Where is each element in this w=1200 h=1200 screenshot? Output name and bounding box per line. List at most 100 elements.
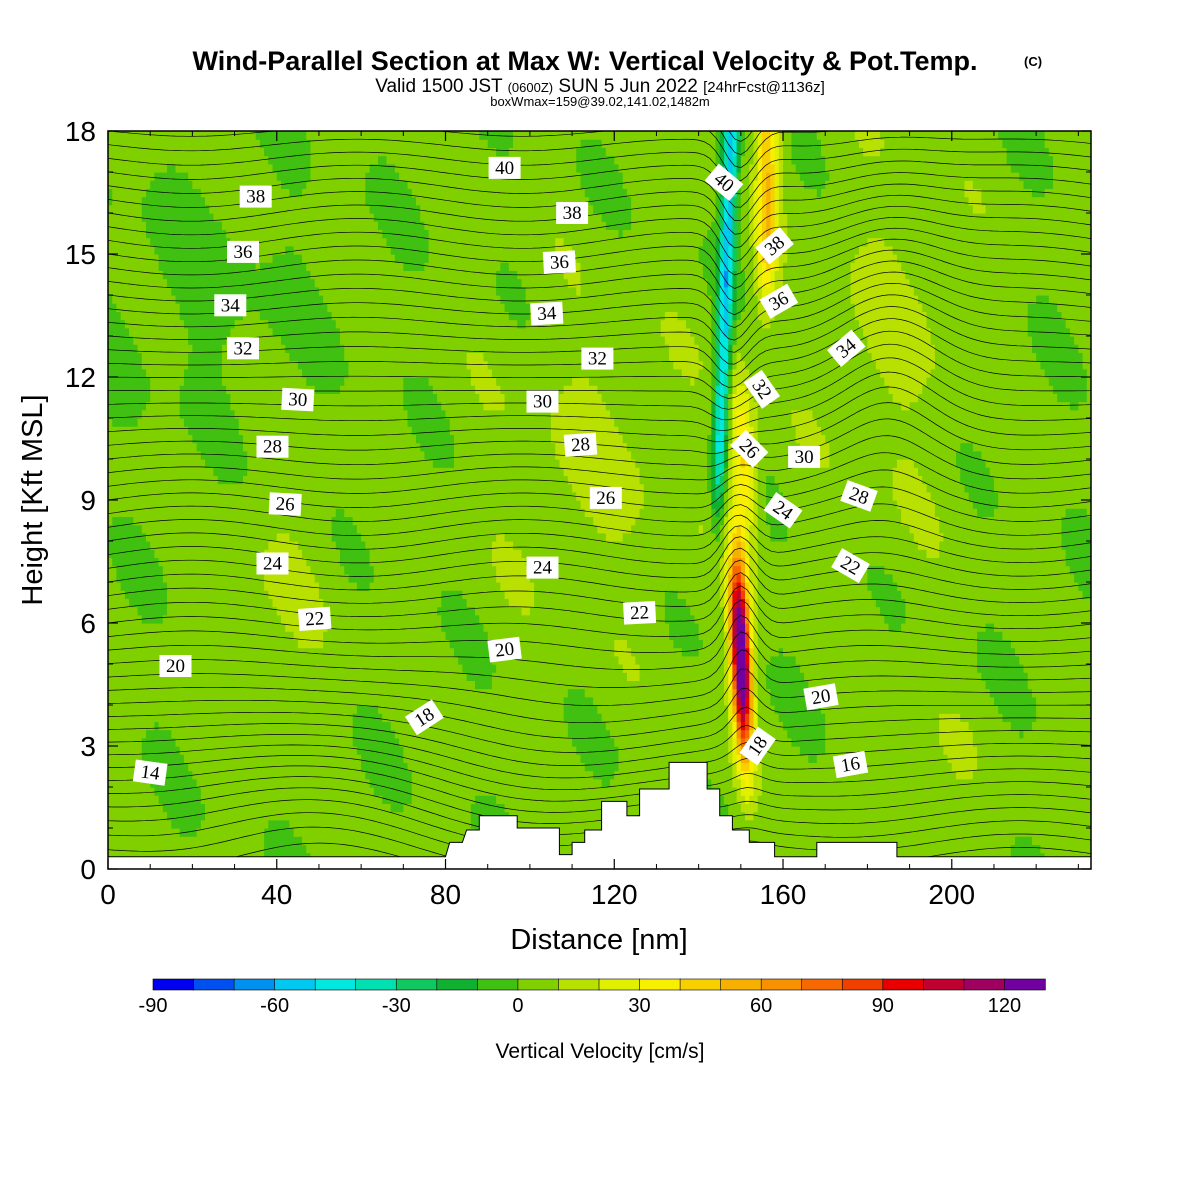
velocity-cell [711,368,717,378]
velocity-cell [736,664,746,673]
velocity-cell [323,639,451,649]
velocity-cell [728,672,733,681]
velocity-cell [597,385,712,394]
velocity-cell [673,360,704,370]
velocity-cell [977,647,1016,657]
velocity-cell [108,582,122,591]
velocity-cell [753,475,759,485]
velocity-cell [922,303,1029,312]
velocity-cell [723,270,729,280]
contour-label-text: 20 [810,685,832,709]
velocity-cell [753,213,759,222]
velocity-cell [905,614,1091,624]
velocity-cell [728,639,733,649]
velocity-cell [158,721,354,731]
velocity-cell [761,180,767,189]
velocity-cell [327,614,442,624]
velocity-cell [593,516,636,526]
velocity-cell [757,500,767,509]
velocity-cell [403,385,434,394]
velocity-cell [753,204,759,214]
velocity-cell [745,664,750,673]
velocity-cell [736,655,746,665]
velocity-cell [867,237,885,247]
velocity-cell [496,377,573,386]
velocity-cell [639,508,712,517]
velocity-cell [757,180,763,189]
velocity-cell [188,172,278,181]
velocity-cell [513,541,725,550]
velocity-cell [108,500,582,509]
velocity-cell [719,262,725,271]
velocity-cell [238,418,409,427]
velocity-cell [728,155,733,165]
velocity-cell [766,262,771,271]
velocity-cell [901,516,940,526]
velocity-cell [749,500,755,509]
velocity-cell [559,393,603,403]
contour-label-text: 26 [275,494,295,516]
velocity-cell [732,819,1091,829]
velocity-cell [728,196,733,206]
velocity-cell [757,524,771,534]
velocity-cell [732,631,738,640]
velocity-cell [108,639,299,649]
velocity-cell [108,754,143,763]
velocity-cell [183,418,240,427]
colorbar-swatch [395,978,438,991]
colorbar-tick-label: 0 [512,995,523,1017]
velocity-cell [555,237,565,247]
velocity-cell [403,377,430,386]
velocity-cell [774,475,894,485]
velocity-cell [108,385,151,394]
velocity-cell [757,606,881,616]
colorbar-tick-label: 120 [988,995,1021,1017]
velocity-cell [740,541,746,550]
velocity-cell [711,491,717,501]
contour-label: 20 [803,683,839,711]
contour-label-box [159,655,192,677]
velocity-cell [272,598,324,608]
velocity-cell [715,418,721,427]
velocity-cell [108,311,122,321]
velocity-cell [723,664,729,673]
velocity-cell [437,393,480,403]
velocity-cell [719,147,725,157]
velocity-cell [302,254,396,263]
velocity-cell [728,139,733,148]
velocity-cell [736,590,742,599]
velocity-cell [993,483,1091,493]
velocity-cell [761,139,771,148]
velocity-cell [698,631,725,640]
velocity-cell [719,787,738,796]
velocity-cell [753,606,759,616]
velocity-cell [993,623,1091,632]
velocity-cell [736,688,742,698]
velocity-cell [728,442,733,452]
velocity-cell [719,131,725,140]
velocity-cell [723,155,729,165]
colorbar-tick-label: -60 [260,995,289,1017]
velocity-cell [407,180,582,189]
velocity-cell [753,196,759,206]
velocity-cell [858,319,928,329]
velocity-cell [753,582,759,591]
colorbar-title: Vertical Velocity [cm/s] [496,1040,705,1063]
velocity-cell [787,524,911,534]
velocity-cell [1002,139,1046,148]
isentrope-line [108,687,1091,739]
velocity-cell [728,434,733,444]
velocity-cell [702,237,717,247]
velocity-cell [757,311,776,321]
velocity-cell [356,705,379,714]
velocity-cell [939,541,1063,550]
velocity-cell [1082,590,1091,599]
velocity-cell [829,459,898,468]
velocity-cell [723,311,729,321]
velocity-cell [740,565,746,575]
velocity-cell [1031,336,1075,345]
velocity-cell [732,385,738,394]
velocity-cell [1036,713,1091,722]
velocity-cell [664,606,691,616]
velocity-cell [753,631,759,640]
